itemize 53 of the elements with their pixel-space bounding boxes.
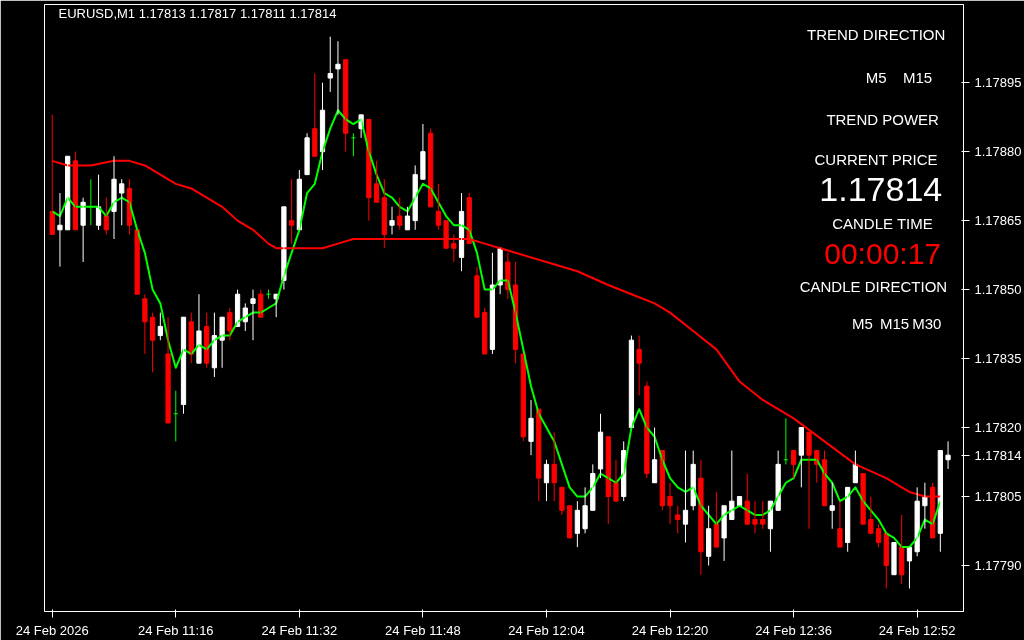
- candlestick: [451, 233, 457, 263]
- candlestick: [605, 436, 611, 525]
- candlestick: [443, 220, 449, 249]
- candlestick: [327, 36, 333, 93]
- x-tick-label: 24 Feb 12:52: [878, 622, 956, 638]
- candlestick: [891, 542, 897, 576]
- annotation: M15: [879, 314, 910, 332]
- candlestick: [829, 482, 835, 530]
- candlestick: [744, 473, 750, 525]
- y-tick-label: 1.17880: [974, 144, 1022, 160]
- y-tick-label: 1.17820: [974, 420, 1022, 436]
- candlestick: [736, 496, 743, 507]
- chart-title: EURUSD,M1 1.17813 1.17817 1.17811 1.17814: [58, 5, 337, 21]
- candlestick: [883, 532, 889, 590]
- y-tick-label: 1.17895: [974, 75, 1022, 91]
- candlestick: [134, 229, 140, 295]
- annotation: CANDLE TIME: [832, 214, 933, 232]
- annotation: 1.17814: [819, 170, 943, 209]
- candlestick: [65, 155, 71, 231]
- annotation: M5: [865, 68, 887, 86]
- x-tick-label: 24 Feb 11:32: [261, 622, 338, 638]
- y-tick-label: 1.17790: [974, 558, 1022, 574]
- y-tick-label: 1.17814: [974, 447, 1022, 463]
- candlestick: [675, 505, 681, 534]
- candlestick: [567, 505, 573, 539]
- candlestick: [119, 178, 125, 226]
- annotation: CANDLE DIRECTION: [799, 278, 948, 296]
- y-tick-label: 1.17805: [974, 489, 1022, 505]
- x-tick-label: 24 Feb 11:16: [137, 622, 214, 638]
- candlestick: [860, 473, 866, 525]
- candlestick: [312, 72, 318, 157]
- annotation: M15: [902, 68, 933, 86]
- candlestick: [551, 431, 557, 502]
- x-tick-label: 24 Feb 12:36: [755, 622, 832, 638]
- candlestick: [397, 197, 403, 231]
- annotation: M5: [851, 314, 873, 332]
- x-tick-label: 24 Feb 11:48: [385, 622, 461, 638]
- x-tick-label: 24 Feb 12:04: [508, 622, 585, 638]
- x-tick-label: 24 Feb 12:20: [631, 622, 709, 638]
- candlestick: [227, 307, 233, 341]
- x-tick-label: 24 Feb 2026: [15, 622, 89, 638]
- annotation: M30: [912, 314, 942, 332]
- y-tick-label: 1.17850: [974, 282, 1022, 298]
- annotation: TREND POWER: [826, 111, 940, 129]
- annotation: TREND DIRECTION: [807, 26, 946, 44]
- annotation: 00:00:17: [824, 236, 942, 270]
- candlestick: [265, 289, 272, 300]
- candlestick: [536, 408, 542, 502]
- candlestick: [350, 132, 357, 157]
- y-tick-label: 1.17835: [974, 351, 1022, 367]
- y-tick-label: 1.17865: [974, 213, 1022, 229]
- candlestick: [868, 496, 874, 534]
- annotation: CURRENT PRICE: [814, 150, 938, 168]
